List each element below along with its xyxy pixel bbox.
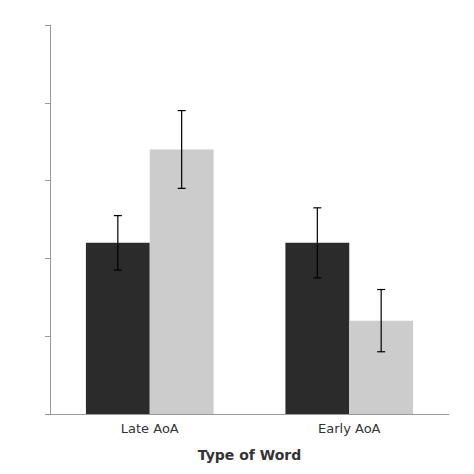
svg-text:Late AoA: Late AoA	[121, 421, 179, 436]
svg-text:Early AoA: Early AoA	[318, 421, 381, 436]
svg-text:Type of Word: Type of Word	[198, 447, 301, 463]
